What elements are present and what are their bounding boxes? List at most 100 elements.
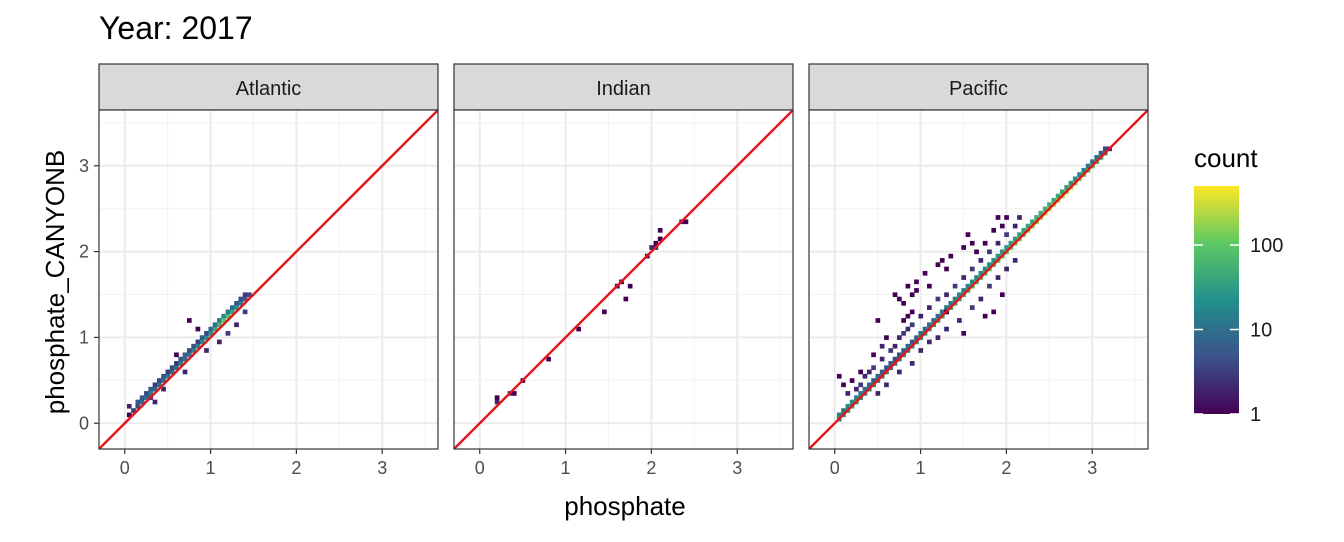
- bin-cell: [1021, 228, 1027, 233]
- bin-cell: [1102, 146, 1108, 152]
- bin-cell: [961, 330, 967, 336]
- bin-cell: [152, 386, 158, 392]
- bins-group: [809, 110, 1148, 449]
- bin-cell: [1012, 223, 1018, 229]
- bin-cell: [987, 262, 992, 268]
- bin-cell: [866, 382, 872, 388]
- bin-cell: [914, 335, 919, 340]
- x-tick-label: 1: [561, 458, 571, 478]
- bin-cell: [1034, 215, 1039, 220]
- bin-cell: [623, 296, 629, 302]
- x-tick-label: 1: [206, 458, 216, 478]
- bin-cell: [901, 330, 906, 336]
- panel-border: [98, 109, 439, 450]
- bin-cell: [918, 330, 924, 336]
- bin-cell: [1094, 155, 1100, 160]
- bin-cell: [978, 270, 984, 276]
- facet-strip: [453, 63, 794, 111]
- bin-cell: [152, 399, 158, 405]
- bin-cell: [884, 382, 889, 388]
- facet-indian: Indian 0 1 2 3: [453, 63, 794, 478]
- bin-cell: [195, 326, 201, 332]
- reference-line: [809, 110, 1148, 449]
- bin-cell: [204, 335, 209, 340]
- reference-line: [454, 110, 793, 449]
- bin-cell: [948, 253, 954, 259]
- bin-cell: [862, 373, 868, 379]
- bin-cell: [152, 382, 158, 388]
- bin-cell: [148, 391, 154, 396]
- bin-cell: [1004, 245, 1009, 250]
- bin-cell: [208, 326, 214, 332]
- bin-cell: [918, 313, 924, 319]
- bin-cell: [841, 408, 846, 413]
- bin-cell: [901, 300, 906, 306]
- bin-cell: [991, 228, 997, 233]
- bin-cell: [1012, 236, 1018, 242]
- bin-cell: [948, 300, 954, 306]
- bin-cell: [965, 283, 971, 289]
- bin-cell: [1042, 206, 1048, 212]
- bin-cell: [1047, 202, 1052, 207]
- bin-cell: [927, 322, 932, 328]
- bin-cell: [987, 249, 992, 255]
- bin-cell: [965, 232, 971, 237]
- legend: count 1 10 100: [1194, 143, 1283, 426]
- legend-title: count: [1194, 143, 1258, 173]
- bin-cell: [195, 343, 201, 349]
- bin-cell: [961, 245, 967, 250]
- bin-cell: [909, 361, 915, 366]
- bin-cell: [905, 326, 911, 332]
- bin-cell: [1017, 232, 1022, 237]
- bin-cell: [935, 313, 941, 319]
- bin-cell: [174, 365, 179, 371]
- bin-cell: [1008, 240, 1014, 246]
- reference-line: [99, 110, 438, 449]
- bin-cell: [208, 330, 214, 336]
- bin-cell: [135, 403, 141, 409]
- bin-cell: [909, 292, 915, 298]
- bin-cell: [914, 279, 919, 285]
- bin-cell: [602, 309, 607, 315]
- bin-cell: [995, 215, 1001, 220]
- bin-cell: [135, 399, 141, 405]
- bin-cell: [892, 292, 898, 298]
- bin-cell: [922, 270, 928, 276]
- bin-cell: [576, 326, 581, 332]
- bin-cell: [238, 296, 244, 302]
- bin-cell: [225, 309, 231, 315]
- bin-cell: [182, 352, 188, 358]
- bin-cell: [858, 391, 864, 396]
- legend-tick-label: 1: [1250, 404, 1261, 426]
- bin-cell: [896, 369, 902, 375]
- y-axis-label: phosphate_CANYONB: [40, 150, 70, 414]
- bin-cell: [909, 309, 915, 315]
- bin-cell: [935, 335, 941, 340]
- bin-cell: [995, 275, 1001, 280]
- facet-strip-label: Pacific: [949, 78, 1008, 100]
- bin-cell: [1025, 223, 1031, 229]
- panel-border: [453, 109, 794, 450]
- bin-cell: [918, 348, 924, 353]
- bin-cell: [186, 352, 192, 358]
- bin-cell: [858, 369, 864, 375]
- bin-cell: [1060, 189, 1065, 195]
- bin-cell: [854, 395, 859, 401]
- bin-cell: [905, 313, 911, 319]
- bin-cell: [186, 348, 192, 353]
- bin-cell: [657, 236, 663, 242]
- bin-cell: [169, 365, 175, 371]
- bin-cell: [991, 309, 997, 315]
- bin-cell: [627, 283, 633, 289]
- bin-cell: [148, 386, 154, 392]
- bin-cell: [905, 343, 911, 349]
- bin-cell: [225, 313, 231, 319]
- bin-cell: [1051, 197, 1057, 203]
- bin-cell: [649, 245, 654, 250]
- bin-cell: [204, 330, 209, 336]
- bin-cell: [182, 369, 188, 375]
- bin-cell: [683, 219, 689, 225]
- bin-cell: [494, 395, 500, 401]
